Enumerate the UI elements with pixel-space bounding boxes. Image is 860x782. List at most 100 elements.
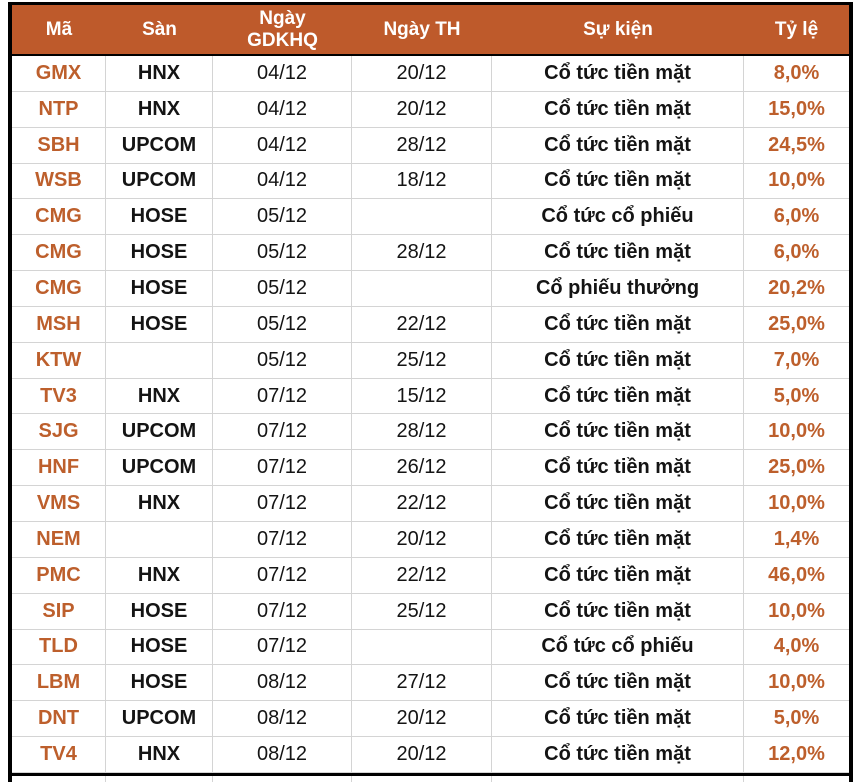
execution-date-cell <box>352 629 492 665</box>
execution-date-cell: 27/12 <box>352 665 492 701</box>
table-row: SIP HOSE 07/12 25/12 Cổ tức tiền mặt 10,0% <box>12 593 849 630</box>
execution-date-cell: 22/12 <box>352 486 492 521</box>
partial-next-row <box>12 775 849 782</box>
ratio-cell: 8,0% <box>773 61 820 84</box>
ticker-cell: TV3 <box>12 378 106 414</box>
execution-date-cell: 26/12 <box>352 450 492 486</box>
ex-dividend-date-cell: 07/12 <box>213 593 352 629</box>
event-cell: Cổ tức tiền mặt <box>492 593 744 629</box>
ratio-cell: 6,0% <box>773 205 820 228</box>
table-row: DNT UPCOM 08/12 20/12 Cổ tức tiền mặt 5,0% <box>12 701 849 738</box>
ticker-cell: CMG <box>12 199 106 235</box>
ex-dividend-date-cell: 05/12 <box>213 199 352 235</box>
ratio-cell: 10,0% <box>768 169 825 192</box>
event-cell: Cổ tức tiền mặt <box>492 737 744 772</box>
exchange-cell: UPCOM <box>106 701 213 737</box>
event-cell: Cổ tức cổ phiếu <box>492 629 744 665</box>
ratio-cell: 24,5% <box>768 133 825 156</box>
ex-dividend-date-cell: 05/12 <box>213 306 352 342</box>
ex-dividend-date-cell: 07/12 <box>213 521 352 557</box>
table-row: NTP HNX 04/12 20/12 Cổ tức tiền mặt 15,0% <box>12 91 849 128</box>
ticker-cell: LBM <box>12 665 106 701</box>
table-row: MSH HOSE 05/12 22/12 Cổ tức tiền mặt 25,0% <box>12 306 849 343</box>
ratio-cell: 46,0% <box>768 563 825 586</box>
ex-dividend-date-cell: 07/12 <box>213 557 352 593</box>
event-cell: Cổ tức cổ phiếu <box>492 199 744 235</box>
table-row: TLD HOSE 07/12 Cổ tức cổ phiếu 4,0% <box>12 629 849 666</box>
ratio-cell: 5,0% <box>773 707 820 730</box>
table-row: NEM 07/12 20/12 Cổ tức tiền mặt 1,4% <box>12 521 849 558</box>
empty-cell <box>12 775 106 782</box>
table-row: TV4 HNX 08/12 20/12 Cổ tức tiền mặt 12,0% <box>12 737 849 773</box>
header-cell-exchange: Sàn <box>142 18 177 40</box>
table-row: KTW 05/12 25/12 Cổ tức tiền mặt 7,0% <box>12 342 849 379</box>
ex-dividend-date-cell: 07/12 <box>213 486 352 521</box>
exchange-cell: HNX <box>106 737 213 772</box>
execution-date-cell: 20/12 <box>352 737 492 772</box>
table-row: VMS HNX 07/12 22/12 Cổ tức tiền mặt 10,0% <box>12 486 849 522</box>
ratio-cell: 7,0% <box>773 348 820 371</box>
execution-date-cell: 18/12 <box>352 163 492 199</box>
execution-date-cell: 28/12 <box>352 127 492 163</box>
exchange-cell <box>106 521 213 557</box>
event-cell: Cổ tức tiền mặt <box>492 342 744 378</box>
exchange-cell: HOSE <box>106 271 213 306</box>
table-row: GMX HNX 04/12 20/12 Cổ tức tiền mặt 8,0% <box>12 56 849 92</box>
event-cell: Cổ tức tiền mặt <box>492 127 744 163</box>
execution-date-cell: 20/12 <box>352 56 492 91</box>
ratio-cell: 20,2% <box>768 276 825 299</box>
event-cell: Cổ tức tiền mặt <box>492 557 744 593</box>
table-row: SBH UPCOM 04/12 28/12 Cổ tức tiền mặt 24,5% <box>12 127 849 164</box>
table-row: HNF UPCOM 07/12 26/12 Cổ tức tiền mặt 25,0% <box>12 450 849 487</box>
exchange-cell: HNX <box>106 91 213 127</box>
exchange-cell: HOSE <box>106 306 213 342</box>
execution-date-cell: 22/12 <box>352 557 492 593</box>
ex-dividend-date-cell: 04/12 <box>213 56 352 91</box>
ratio-cell: 25,0% <box>768 456 825 479</box>
event-cell: Cổ phiếu thưởng <box>492 271 744 306</box>
exchange-cell: UPCOM <box>106 414 213 450</box>
execution-date-cell: 25/12 <box>352 593 492 629</box>
ratio-cell: 10,0% <box>768 671 825 694</box>
execution-date-cell: 20/12 <box>352 91 492 127</box>
event-cell: Cổ tức tiền mặt <box>492 235 744 271</box>
empty-cell <box>106 775 213 782</box>
ratio-cell: 6,0% <box>773 241 820 264</box>
exchange-cell: HOSE <box>106 629 213 665</box>
ex-dividend-date-cell: 07/12 <box>213 450 352 486</box>
ex-dividend-date-cell: 08/12 <box>213 737 352 772</box>
ticker-cell: PMC <box>12 557 106 593</box>
exchange-cell: UPCOM <box>106 163 213 199</box>
header-cell-ex-dividend-date: Ngày GDKHQ <box>247 8 318 51</box>
ratio-cell: 10,0% <box>768 420 825 443</box>
ticker-cell: NTP <box>12 91 106 127</box>
ex-dividend-date-cell: 07/12 <box>213 414 352 450</box>
ex-dividend-date-cell: 05/12 <box>213 271 352 306</box>
ticker-cell: MSH <box>12 306 106 342</box>
event-cell: Cổ tức tiền mặt <box>492 701 744 737</box>
table-body: GMX HNX 04/12 20/12 Cổ tức tiền mặt 8,0% NTP HN… <box>12 56 849 776</box>
ticker-cell: SJG <box>12 414 106 450</box>
exchange-cell: HNX <box>106 378 213 414</box>
execution-date-cell: 28/12 <box>352 414 492 450</box>
table-row: PMC HNX 07/12 22/12 Cổ tức tiền mặt 46,0% <box>12 557 849 594</box>
table-header-row: Mã Sàn Ngày GDKHQ Ngày TH Sự kiện Tỷ lệ <box>12 5 849 56</box>
table-row: CMG HOSE 05/12 Cổ phiếu thưởng 20,2% <box>12 271 849 307</box>
ratio-cell: 5,0% <box>773 384 820 407</box>
ratio-cell: 10,0% <box>768 599 825 622</box>
ticker-cell: NEM <box>12 521 106 557</box>
ratio-cell: 25,0% <box>768 312 825 335</box>
ticker-cell: GMX <box>12 56 106 91</box>
execution-date-cell <box>352 271 492 306</box>
execution-date-cell: 15/12 <box>352 378 492 414</box>
ex-dividend-date-cell: 04/12 <box>213 163 352 199</box>
ex-dividend-date-cell: 07/12 <box>213 378 352 414</box>
event-cell: Cổ tức tiền mặt <box>492 91 744 127</box>
ticker-cell: TLD <box>12 629 106 665</box>
empty-cell <box>744 776 849 782</box>
exchange-cell: UPCOM <box>106 127 213 163</box>
exchange-cell: HNX <box>106 486 213 521</box>
exchange-cell: HOSE <box>106 593 213 629</box>
execution-date-cell: 22/12 <box>352 306 492 342</box>
header-cell-ticker: Mã <box>45 18 73 40</box>
